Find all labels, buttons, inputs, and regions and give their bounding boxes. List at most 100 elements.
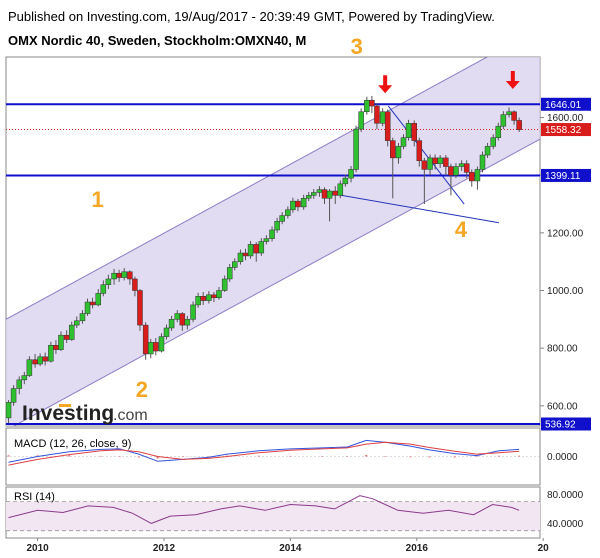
level-tag: 536.92 [545,420,576,431]
candle [48,345,54,362]
wave-label: 4 [455,217,468,242]
candle [221,278,228,291]
candle [516,120,522,130]
macd-title: MACD (12, 26, close, 9) [14,438,131,450]
candle [474,169,481,182]
signal-line [8,441,520,466]
rsi-line [8,495,520,524]
candle [111,272,117,280]
candle [400,137,407,147]
candle [168,319,175,329]
wave-label: 1 [92,187,104,212]
macd-histogram-bar [428,456,431,458]
candle [321,189,328,199]
candle [242,252,249,257]
macd-histogram-bar [36,455,39,457]
candle [437,157,443,164]
candle [116,272,122,278]
candle [500,114,507,127]
candle [95,293,102,306]
candle [458,163,465,167]
candle [211,294,217,298]
macd-histogram-bar [453,456,456,458]
candle [53,345,59,350]
candle [316,189,323,193]
macd-histogram-bar [156,456,159,459]
macd-histogram-bar [137,456,140,458]
candle [326,190,333,199]
candle [42,356,48,362]
candle [184,319,191,326]
candle [337,183,344,196]
candle [300,198,307,208]
candle [468,172,475,182]
macd-histogram-bar [365,454,368,457]
candle [269,229,275,239]
candle [279,215,285,222]
candle [253,244,260,254]
channel-upper-line [6,57,489,320]
candle [495,125,502,138]
candle [405,123,412,138]
candle [395,146,402,159]
candle [479,154,486,170]
svg-text:Investing: Investing [22,402,114,425]
candle [232,261,238,268]
candle [364,99,370,113]
y-tick-label: 600.00 [547,401,578,412]
macd-histogram-bar [475,456,478,458]
candle [311,192,317,196]
candle [190,304,196,320]
instrument-title: OMX Nordic 40, Sweden, Stockholm:OMXN40,… [8,33,307,48]
y-tick-label: 1000.00 [547,286,584,297]
last-price-tag-bg [541,123,591,137]
candle [32,359,38,365]
candle [179,313,186,326]
candle [16,379,23,389]
candle [247,244,254,257]
candle [411,123,417,141]
macd-histogram-bar [289,455,292,457]
candle [511,111,517,121]
candle [137,290,143,326]
candle [432,157,438,164]
candle [379,111,386,124]
candle [285,209,291,216]
macd-histogram-bar [68,455,71,457]
x-tick-label: 2016 [406,543,429,554]
macd-histogram-bar [181,456,184,457]
level-tag: 1646.01 [545,100,582,111]
candle [79,313,86,322]
candle [37,356,43,365]
macd-line [8,439,520,463]
trendline-1 [325,191,500,224]
candle [147,342,154,355]
level-tag-bg [541,168,591,182]
x-tick-label: 20 [538,543,550,554]
candle [206,294,212,301]
candle [10,388,17,403]
rsi-tick-label: 80.0000 [547,490,584,501]
candle [105,278,112,285]
candle [384,111,391,141]
candle [305,195,312,199]
macd-histogram-bar [384,456,387,457]
macd-histogram-bar [118,456,121,457]
candle [63,334,70,340]
candle [369,99,375,107]
investing-logo: Investing .com [22,402,148,425]
candle [484,146,491,156]
candle [427,157,433,170]
candle [58,334,64,350]
candle [68,324,75,340]
candle [421,160,428,170]
candle [506,111,512,115]
candle [332,190,338,196]
level-tag-bg [541,417,591,431]
macd-histogram-bar [497,455,500,457]
macd-tick-label: 0.0000 [547,452,578,463]
candle [158,336,165,352]
candle [142,324,149,355]
x-tick-label: 2014 [279,543,302,554]
